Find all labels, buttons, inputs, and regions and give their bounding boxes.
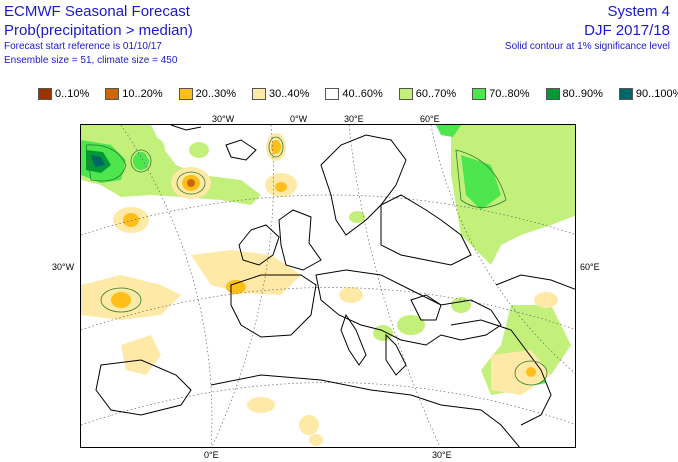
legend-swatch [178,88,193,100]
wet-area [145,138,165,162]
legend-item: 10..20% [105,88,163,100]
significance-contours [85,136,548,386]
wet-area [349,211,365,223]
dry-area [111,292,131,308]
dry-area [187,179,195,187]
start-reference: Forecast start reference is 01/10/17 [4,41,162,52]
legend-swatch [618,88,633,100]
axis-label-top: 30°W [212,114,235,124]
legend-swatch [105,88,120,100]
legend-label: 20..30% [195,88,236,100]
legend-item: 20..30% [178,88,236,100]
legend-item: 30..40% [252,88,309,100]
legend-label: 80..90% [562,88,603,100]
legend-item: 80..90% [545,88,603,100]
wet-area [133,152,149,170]
map-canvas [81,125,575,447]
legend-item: 90..100% [618,88,678,100]
wet-area [91,155,105,167]
legend-label: 90..100% [635,88,678,100]
legend-label: 0..10% [55,88,90,100]
legend-item: 40..60% [325,88,383,100]
forecast-title: ECMWF Seasonal Forecast [4,3,190,20]
wet-area [81,125,261,205]
legend-label: 70..80% [489,88,530,100]
legend-item: 0..10% [38,88,89,100]
legend-label: 60..70% [415,88,457,100]
dry-area [275,182,287,192]
ensemble-size: Ensemble size = 51, climate size = 450 [4,55,178,66]
legend-label: 40..60% [342,88,383,100]
dry-area [191,250,301,295]
wet-area [436,125,461,137]
wet-area [451,125,575,265]
forecast-map [80,124,576,448]
legend-swatch [38,88,52,100]
dry-area [121,335,161,375]
dry-area [271,140,281,154]
wet-area [461,155,501,210]
significance-note: Solid contour at 1% significance level [504,41,670,52]
dry-area [339,287,363,303]
dry-area [526,367,536,377]
wet-area [189,142,209,158]
dry-area [309,434,323,446]
axis-label-bottom: 30°E [432,450,452,460]
legend-swatch [325,88,340,100]
dry-area [534,292,558,308]
season-label: DJF 2017/18 [584,22,670,39]
probability-shading [81,125,575,446]
legend-item: 60..70% [398,88,457,100]
legend-label: 10..20% [122,88,163,100]
legend-swatch [545,88,560,100]
axis-label-top: 0°W [290,114,308,124]
dry-area [123,213,139,227]
probability-legend: 0..10% 10..20% 20..30% 30..40% 40..60% 6… [38,88,678,100]
axis-label-top: 60°E [420,114,440,124]
dry-area [81,275,181,320]
legend-swatch [398,88,413,100]
dry-area [299,415,319,435]
legend-swatch [472,88,487,100]
legend-item: 70..80% [472,88,530,100]
axis-label-right: 60°E [580,262,600,272]
system-label: System 4 [607,3,670,20]
wet-area [397,315,425,335]
axis-label-left: 30°W [52,262,75,272]
dry-area [226,280,246,294]
coastlines [95,125,575,447]
dry-area [247,397,275,413]
legend-swatch [252,88,266,100]
legend-label: 30..40% [269,88,310,100]
axis-label-bottom: 0°E [204,450,219,460]
axis-label-top: 30°E [344,114,364,124]
graticule [81,125,575,447]
forecast-subtitle: Prob(precipitation > median) [4,22,193,39]
